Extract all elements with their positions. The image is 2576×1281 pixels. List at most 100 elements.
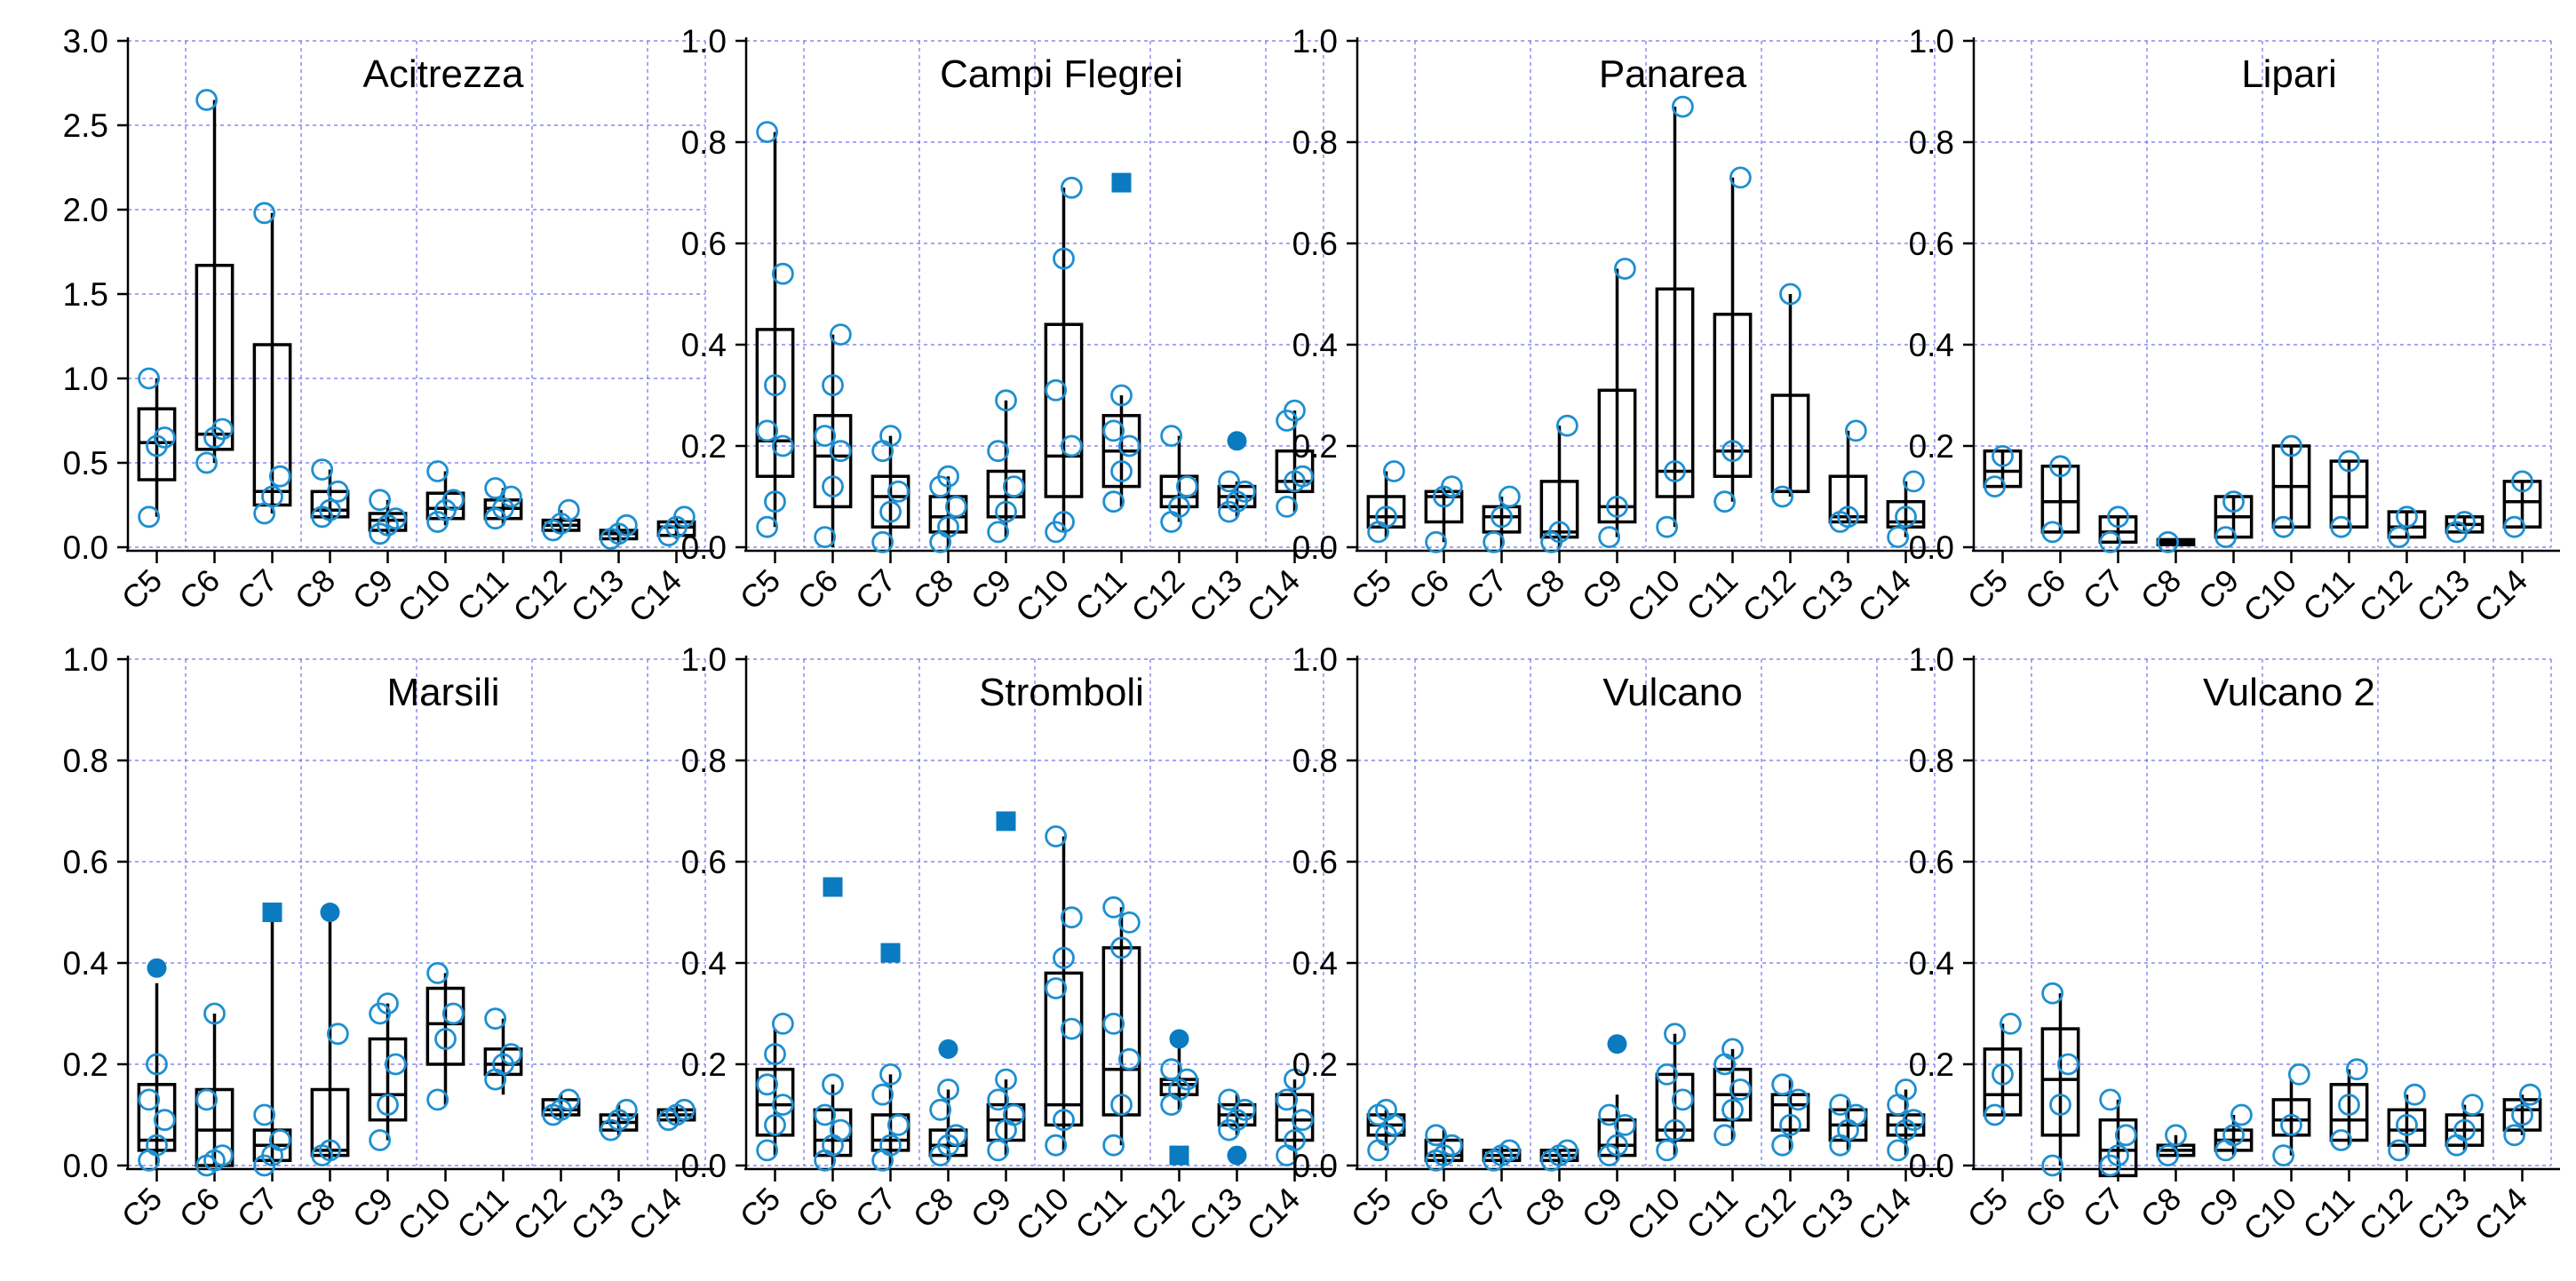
outlier-square <box>1111 172 1132 193</box>
data-point <box>987 1139 1010 1162</box>
x-tick-label: C5 <box>1960 1181 2015 1236</box>
data-point <box>1276 1088 1299 1111</box>
y-tick-label: 0.6 <box>1909 226 1954 262</box>
x-tick-label: C12 <box>505 562 573 630</box>
data-point <box>1779 282 1801 306</box>
y-tick-label: 1.0 <box>1909 23 1954 60</box>
data-point <box>1053 946 1075 969</box>
data-point <box>1771 1134 1794 1157</box>
data-point <box>1671 1088 1694 1111</box>
data-point <box>822 475 844 497</box>
box-C9 <box>1597 1034 1637 1166</box>
data-point <box>886 480 910 503</box>
data-point <box>987 521 1010 544</box>
panel-title: Stromboli <box>979 671 1144 714</box>
data-point <box>1045 378 1068 402</box>
data-point <box>2114 1124 2137 1147</box>
box-C8 <box>2156 530 2196 553</box>
y-tick-label: 0.4 <box>1909 327 1954 363</box>
panel-title: Lipari <box>2241 52 2337 96</box>
data-point <box>195 1088 219 1111</box>
box-iqr <box>425 986 465 1066</box>
data-point <box>557 1088 580 1111</box>
box-C6 <box>813 323 853 548</box>
data-point <box>771 1094 794 1116</box>
y-tick-label: 0.6 <box>1292 226 1338 262</box>
y-tick-label: 0.8 <box>1292 743 1338 779</box>
data-point <box>1729 166 1752 189</box>
box-C5 <box>1983 1013 2023 1126</box>
data-point <box>1002 1103 1025 1126</box>
data-point <box>2403 1083 2426 1106</box>
box-C14 <box>1886 1078 1926 1162</box>
data-point <box>2338 450 2360 473</box>
data-point <box>1498 1139 1521 1162</box>
x-tick-label: C5 <box>733 1181 788 1236</box>
box-iqr <box>137 407 177 481</box>
x-tick-label: C11 <box>1068 562 1133 628</box>
box-C5 <box>1366 460 1406 544</box>
x-tick-label: C14 <box>1239 1181 1307 1248</box>
data-point <box>937 515 959 538</box>
data-point <box>377 1094 399 1116</box>
box-C8 <box>1539 414 1579 553</box>
y-tick-label: 0.8 <box>1292 124 1338 161</box>
x-tick-label: C13 <box>2409 1181 2477 1248</box>
x-tick-label: C7 <box>230 562 285 617</box>
box-C9 <box>368 992 408 1151</box>
data-point <box>268 1129 291 1151</box>
data-point <box>987 440 1010 463</box>
x-tick-label: C10 <box>1619 562 1687 630</box>
data-point <box>2041 982 2064 1005</box>
y-tick-label: 0.0 <box>681 1148 727 1184</box>
data-point <box>829 323 852 346</box>
data-point <box>138 505 161 529</box>
x-tick-label: C11 <box>1679 1181 1745 1246</box>
x-tick-label: C11 <box>2295 1181 2361 1246</box>
box-iqr <box>1044 322 1084 498</box>
y-tick-label: 1.0 <box>1909 641 1954 678</box>
box-iqr <box>2329 1083 2369 1142</box>
data-point <box>1382 460 1405 482</box>
x-tick-label: C10 <box>390 1181 457 1248</box>
data-point <box>1992 445 2014 467</box>
data-point <box>1779 1114 1801 1136</box>
x-tick-label: C10 <box>390 562 457 630</box>
data-point <box>1664 1022 1686 1046</box>
data-point <box>764 490 786 513</box>
y-tick-label: 0.0 <box>1292 1148 1338 1184</box>
y-tick-label: 0.6 <box>1909 844 1954 880</box>
data-point <box>1175 1068 1198 1091</box>
data-point <box>211 1144 234 1166</box>
data-point <box>1895 505 1917 529</box>
data-point <box>2049 455 2071 478</box>
data-point <box>929 1098 952 1121</box>
box-iqr <box>1983 1047 2023 1117</box>
box-C12 <box>1159 425 1199 533</box>
data-point <box>146 1134 168 1157</box>
panel-title: Campi Flegrei <box>940 52 1183 96</box>
data-point <box>311 458 334 481</box>
box-iqr <box>755 328 795 478</box>
y-tick-label: 0.4 <box>681 327 727 363</box>
data-point <box>426 1088 449 1111</box>
x-tick-label: C12 <box>1735 1181 1802 1248</box>
y-tick-label: 0.6 <box>681 844 727 880</box>
data-point <box>1160 1058 1183 1081</box>
chart-panel-5: 0.0 0.2 0.4 0.6 0.8 1.0 C5 C6 C7 C8 C9C10C11C12C13… <box>63 641 714 1247</box>
data-point <box>871 1083 894 1106</box>
x-tick-label: C6 <box>1402 1181 1457 1236</box>
data-point <box>814 425 837 448</box>
data-point <box>1598 526 1621 548</box>
x-tick-label: C8 <box>1517 1181 1572 1236</box>
box-iqr <box>871 1113 910 1152</box>
box-C7 <box>871 943 910 1172</box>
box-C6 <box>195 89 235 474</box>
data-point <box>2511 470 2533 493</box>
data-point <box>2157 1144 2180 1166</box>
data-point <box>2388 526 2411 548</box>
outlier-square <box>262 903 282 922</box>
box-iqr <box>2098 515 2138 545</box>
